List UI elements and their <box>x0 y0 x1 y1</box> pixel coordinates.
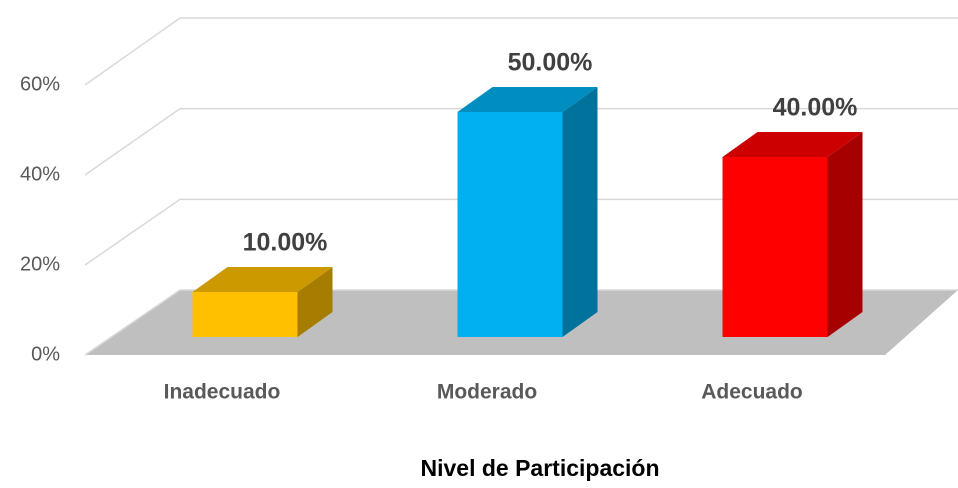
data-label: 40.00% <box>773 94 858 122</box>
x-tick-label: Adecuado <box>701 381 803 404</box>
bar-front <box>457 112 563 337</box>
data-label: 50.00% <box>508 49 593 77</box>
bar-side <box>562 87 598 337</box>
bar-side <box>827 132 863 337</box>
y-tick-label: 60% <box>20 73 60 95</box>
bar-top <box>457 87 598 112</box>
x-tick-label: Moderado <box>437 381 537 404</box>
x-tick-label: Inadecuado <box>164 381 281 404</box>
bar <box>722 132 863 337</box>
grid-line <box>84 289 958 356</box>
grid-line <box>84 17 958 86</box>
data-label: 10.00% <box>243 229 328 257</box>
grid-line <box>84 198 958 266</box>
bar-front <box>192 292 298 337</box>
bar <box>192 267 333 337</box>
y-tick-label: 0% <box>31 343 60 365</box>
y-tick-label: 20% <box>20 253 60 275</box>
bar-top <box>722 132 863 157</box>
y-tick-label: 40% <box>20 163 60 185</box>
bar <box>457 87 598 337</box>
bar-front <box>722 157 828 337</box>
x-axis-label: Nivel de Participación <box>420 455 659 481</box>
grid-line <box>84 107 958 176</box>
bar-side <box>297 267 333 337</box>
bar-top <box>192 267 333 292</box>
